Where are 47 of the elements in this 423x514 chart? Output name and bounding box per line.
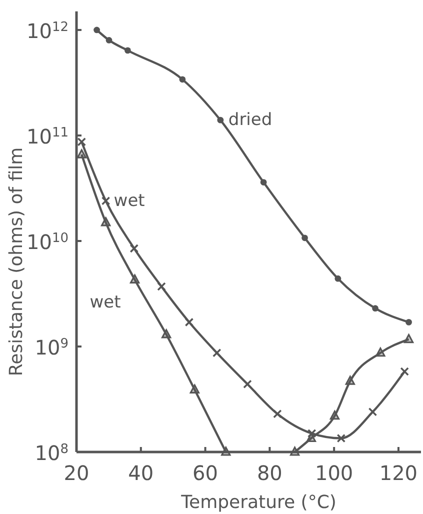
x-tick-label: 120 — [379, 461, 418, 485]
point — [406, 318, 412, 326]
point — [76, 149, 86, 158]
series-label: wet — [114, 190, 146, 211]
point — [184, 318, 194, 327]
y-tick-label: 10$^{9}$ — [34, 335, 68, 360]
series-label: dried — [228, 110, 272, 130]
point — [243, 380, 252, 389]
point — [106, 37, 112, 44]
x-tick-label: 100 — [314, 461, 354, 485]
point — [334, 275, 342, 282]
y-axis-title: Resistance (ohms) of film — [6, 147, 27, 376]
x-tick-label: 60 — [192, 461, 218, 485]
point — [130, 244, 139, 253]
point — [302, 234, 308, 242]
point — [190, 384, 200, 394]
point — [376, 348, 386, 357]
point — [221, 446, 231, 456]
x-tick-label: 80 — [256, 461, 282, 485]
y-tick-label: 10$^{12}$ — [26, 18, 68, 43]
point — [217, 116, 224, 124]
point — [157, 282, 166, 291]
point — [404, 334, 414, 344]
point — [330, 410, 340, 420]
point — [290, 446, 300, 456]
point — [273, 409, 282, 418]
point — [162, 329, 172, 338]
point — [101, 217, 111, 226]
point — [179, 76, 186, 83]
point — [345, 376, 355, 385]
x-tick-label: 40 — [128, 461, 154, 485]
point — [94, 26, 100, 34]
y-tick-label: 10$^{11}$ — [26, 124, 68, 148]
point — [400, 367, 409, 376]
point — [130, 274, 140, 284]
point — [336, 434, 346, 443]
point — [101, 196, 110, 206]
point — [307, 429, 316, 438]
point — [372, 305, 378, 312]
point — [77, 137, 86, 146]
series-label: wet — [90, 292, 122, 313]
x-axis-title: Temperature (°C) — [180, 492, 336, 513]
point — [368, 407, 378, 416]
point — [260, 179, 267, 186]
point — [124, 47, 131, 54]
y-tick-label: 10$^{10}$ — [26, 230, 68, 254]
point — [212, 348, 222, 358]
